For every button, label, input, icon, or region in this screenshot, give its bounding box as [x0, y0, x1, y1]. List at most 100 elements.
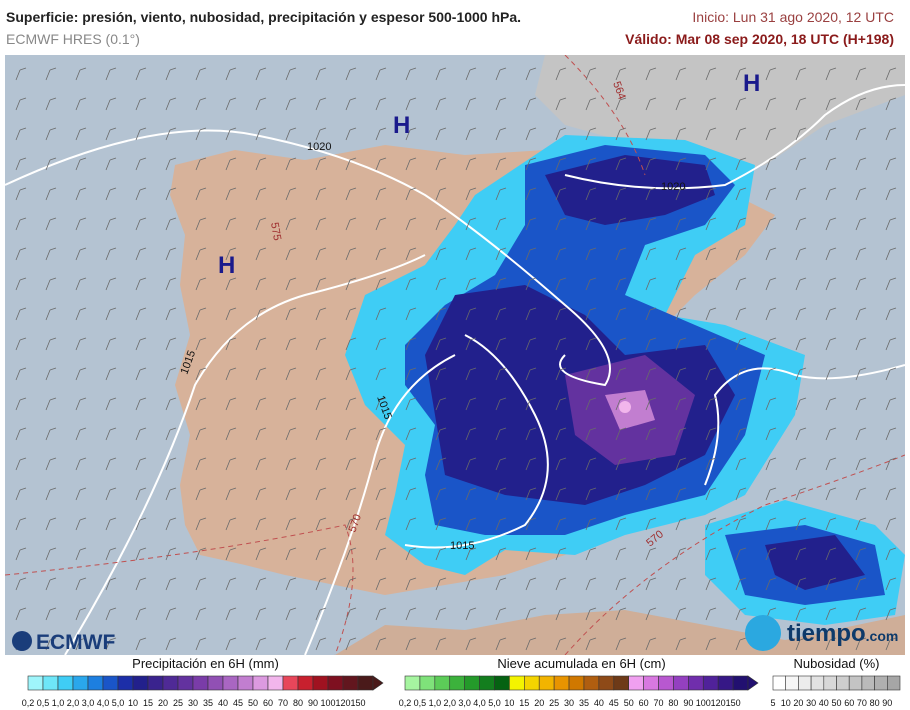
legend-swatch: [524, 675, 540, 691]
wind-barb: [885, 337, 897, 351]
legend-label: 30: [188, 698, 198, 708]
wind-barb: [165, 277, 177, 291]
wind-barb: [585, 247, 597, 261]
wind-barb: [555, 427, 567, 441]
wind-barb: [645, 307, 657, 321]
legend-swatch: [553, 675, 570, 691]
wind-barb: [795, 397, 807, 411]
wind-barb: [675, 637, 687, 651]
wind-barb: [675, 217, 687, 231]
wind-barb: [675, 67, 687, 81]
wind-barb: [405, 397, 417, 411]
wind-barb: [675, 487, 687, 501]
wind-barb: [375, 547, 387, 561]
legend-swatch: [192, 675, 209, 691]
wind-barb: [375, 397, 387, 411]
legend-label: 2,0: [67, 698, 80, 708]
wind-barb: [855, 427, 867, 441]
wind-barb: [165, 457, 177, 471]
wind-barb: [225, 337, 237, 351]
legend-swatch: [312, 675, 329, 691]
legend-swatch: [132, 675, 149, 691]
legend-swatch: [282, 675, 299, 691]
legend-label: 20: [158, 698, 168, 708]
wind-barb: [585, 637, 597, 651]
wind-barb: [495, 277, 507, 291]
wind-barb: [405, 247, 417, 261]
legend-swatch: [297, 675, 314, 691]
wind-barb: [705, 457, 717, 471]
wind-barb: [645, 97, 657, 111]
legend-label: 5,0: [112, 698, 125, 708]
wind-barb: [555, 607, 567, 621]
wind-barb: [675, 577, 687, 591]
wind-barb: [255, 457, 267, 471]
wind-barb: [255, 397, 267, 411]
wind-barb: [615, 187, 627, 201]
wind-barb: [795, 607, 807, 621]
wind-barb: [495, 97, 507, 111]
wind-barb: [675, 367, 687, 381]
wind-barb: [345, 397, 357, 411]
wind-barb: [615, 67, 627, 81]
wind-barb: [135, 517, 147, 531]
wind-barb: [255, 307, 267, 321]
wind-barb: [495, 337, 507, 351]
isobars: [5, 84, 905, 655]
wind-barb: [705, 547, 717, 561]
wind-barb: [135, 247, 147, 261]
wind-barb: [765, 187, 777, 201]
wind-barb: [15, 547, 27, 561]
legend-swatch: [404, 675, 421, 691]
wind-barb: [465, 247, 477, 261]
wind-barb: [795, 187, 807, 201]
wind-barb: [465, 157, 477, 171]
wind-barb: [525, 247, 537, 261]
wind-barb: [885, 217, 897, 231]
wind-barb: [165, 337, 177, 351]
wind-barb: [615, 157, 627, 171]
legend-swatch: [479, 675, 495, 691]
wind-barb: [195, 577, 207, 591]
wind-barb: [75, 337, 87, 351]
wind-barb: [345, 577, 357, 591]
wind-barb: [375, 517, 387, 531]
wind-barb: [15, 97, 27, 111]
wind-barb: [585, 157, 597, 171]
wind-barb: [855, 487, 867, 501]
legend-swatch: [568, 675, 585, 691]
wind-barb: [615, 247, 627, 261]
wind-barb: [615, 367, 627, 381]
wind-barb: [855, 397, 867, 411]
legend-arrow: [372, 675, 384, 691]
wind-barb: [675, 517, 687, 531]
wind-barb: [615, 397, 627, 411]
wind-barb: [375, 487, 387, 501]
legend-label: 0,5: [37, 698, 50, 708]
wind-barb: [435, 217, 447, 231]
wind-barb: [345, 247, 357, 261]
legend-swatch: [449, 675, 465, 691]
wind-barb: [615, 637, 627, 651]
wind-barb: [45, 637, 57, 651]
wind-barb: [435, 457, 447, 471]
wind-barb: [525, 157, 537, 171]
wind-barb: [855, 637, 867, 651]
wind-barb: [795, 97, 807, 111]
wind-barb: [315, 187, 327, 201]
wind-barb: [765, 457, 777, 471]
wind-barb: [45, 307, 57, 321]
wind-barb: [195, 397, 207, 411]
wind-barb: [75, 607, 87, 621]
legend-swatch: [702, 675, 719, 691]
wind-barb: [225, 187, 237, 201]
wind-barb: [555, 487, 567, 501]
wind-barb: [795, 637, 807, 651]
legend-label: 60: [639, 698, 649, 708]
wind-barb: [315, 577, 327, 591]
wind-barb: [705, 247, 717, 261]
wind-barb: [285, 127, 297, 141]
wind-barb: [225, 397, 237, 411]
legend-swatch: [717, 675, 734, 691]
wind-barb: [105, 457, 117, 471]
